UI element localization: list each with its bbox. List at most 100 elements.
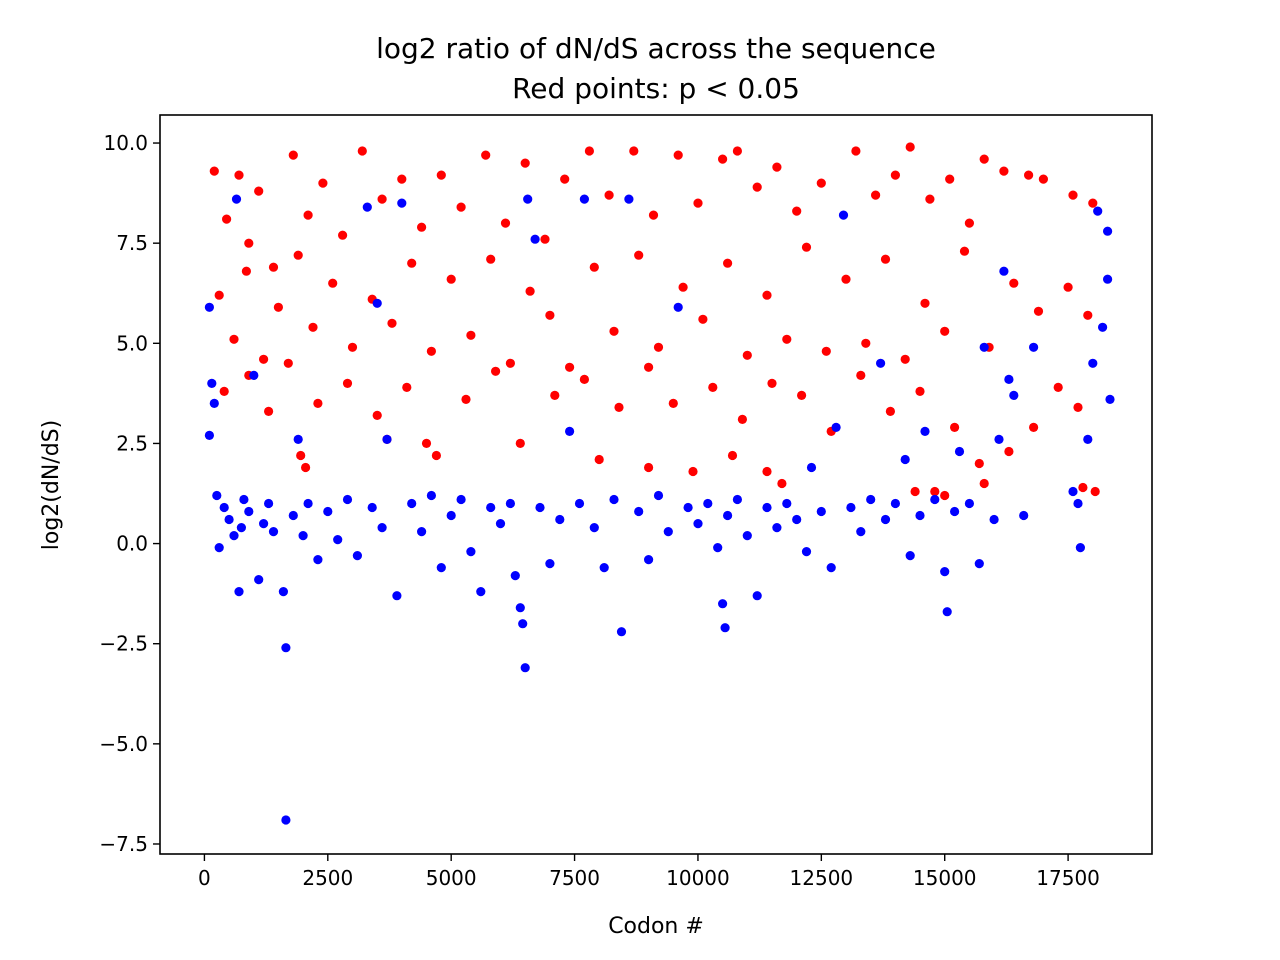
data-point: [407, 498, 417, 509]
data-point: [520, 663, 530, 673]
y-tick-label: 5.0: [116, 331, 148, 355]
data-point: [540, 234, 550, 244]
data-point: [678, 282, 688, 292]
data-point: [417, 222, 427, 232]
data-point: [254, 575, 264, 585]
data-point: [382, 434, 392, 444]
data-point: [397, 174, 407, 184]
data-point: [930, 494, 940, 505]
data-point: [296, 450, 306, 461]
data-point: [397, 198, 407, 208]
data-point: [816, 178, 826, 188]
data-point: [417, 527, 427, 537]
data-point: [974, 458, 984, 469]
data-point: [505, 358, 515, 368]
data-point: [816, 506, 826, 517]
data-point: [1029, 342, 1039, 352]
data-point: [224, 514, 234, 525]
data-point: [486, 502, 496, 513]
data-point: [668, 398, 678, 408]
data-point: [624, 194, 634, 204]
data-point: [979, 342, 989, 352]
y-tick-label: 0.0: [116, 532, 148, 556]
data-point: [362, 202, 372, 212]
x-tick-label: 17500: [1036, 866, 1100, 890]
data-point: [387, 318, 397, 328]
data-point: [616, 627, 627, 637]
data-point: [915, 386, 925, 396]
data-point: [229, 531, 239, 541]
data-point: [979, 478, 989, 489]
y-tick-label: −7.5: [99, 832, 148, 856]
data-point: [372, 298, 382, 308]
data-point: [792, 514, 802, 525]
data-point: [505, 498, 515, 509]
data-point: [644, 462, 654, 473]
data-point: [219, 502, 229, 513]
data-point: [1105, 394, 1115, 404]
data-point: [333, 535, 343, 545]
data-point: [268, 262, 279, 272]
data-point: [900, 354, 910, 364]
data-point: [530, 234, 540, 244]
data-point: [268, 527, 279, 537]
data-point: [974, 559, 984, 569]
data-point: [648, 210, 659, 220]
data-point: [777, 478, 787, 489]
data-point: [500, 218, 511, 228]
data-point: [476, 587, 486, 597]
x-tick-label: 7500: [549, 866, 600, 890]
data-point: [954, 446, 965, 457]
data-point: [525, 286, 535, 296]
data-point: [846, 502, 856, 513]
data-point: [762, 290, 772, 300]
data-point: [762, 502, 772, 513]
data-point: [313, 555, 323, 565]
data-point: [510, 571, 520, 581]
data-point: [323, 506, 333, 517]
data-point: [940, 490, 950, 501]
data-point: [999, 166, 1009, 176]
data-point: [720, 623, 730, 633]
data-point: [466, 547, 476, 557]
y-axis: −7.5 −5.0 −2.5 0.0 2.5 5.0 7.5 10.0: [99, 131, 160, 856]
data-point: [1090, 486, 1100, 497]
data-point: [723, 258, 733, 268]
data-point: [281, 815, 291, 825]
data-point: [950, 506, 960, 517]
data-point: [604, 190, 614, 200]
data-point: [357, 146, 367, 156]
data-point: [214, 543, 224, 553]
data-point: [229, 334, 239, 344]
data-point: [244, 238, 254, 248]
data-point: [241, 266, 251, 276]
data-point: [940, 567, 950, 577]
data-point: [589, 523, 599, 533]
data-point: [920, 298, 930, 308]
data-point: [885, 406, 896, 416]
data-point: [214, 290, 224, 300]
data-point: [703, 498, 713, 509]
data-point: [1068, 486, 1078, 497]
data-point: [614, 402, 624, 412]
data-point: [693, 198, 703, 208]
data-point: [264, 498, 274, 509]
data-point: [1073, 402, 1083, 412]
data-point: [1068, 190, 1078, 200]
data-point: [826, 563, 836, 573]
data-point: [732, 146, 743, 156]
data-point: [209, 398, 219, 408]
data-point: [915, 510, 925, 521]
data-point: [407, 258, 417, 268]
data-point: [698, 314, 708, 324]
data-point: [880, 254, 891, 264]
data-point: [880, 514, 891, 525]
data-point: [708, 382, 718, 392]
data-point: [288, 510, 298, 521]
data-point: [231, 194, 242, 204]
plot-frame: [159, 114, 1153, 855]
data-point: [281, 643, 291, 653]
data-point: [352, 551, 362, 561]
x-tick-label: 5000: [426, 866, 477, 890]
